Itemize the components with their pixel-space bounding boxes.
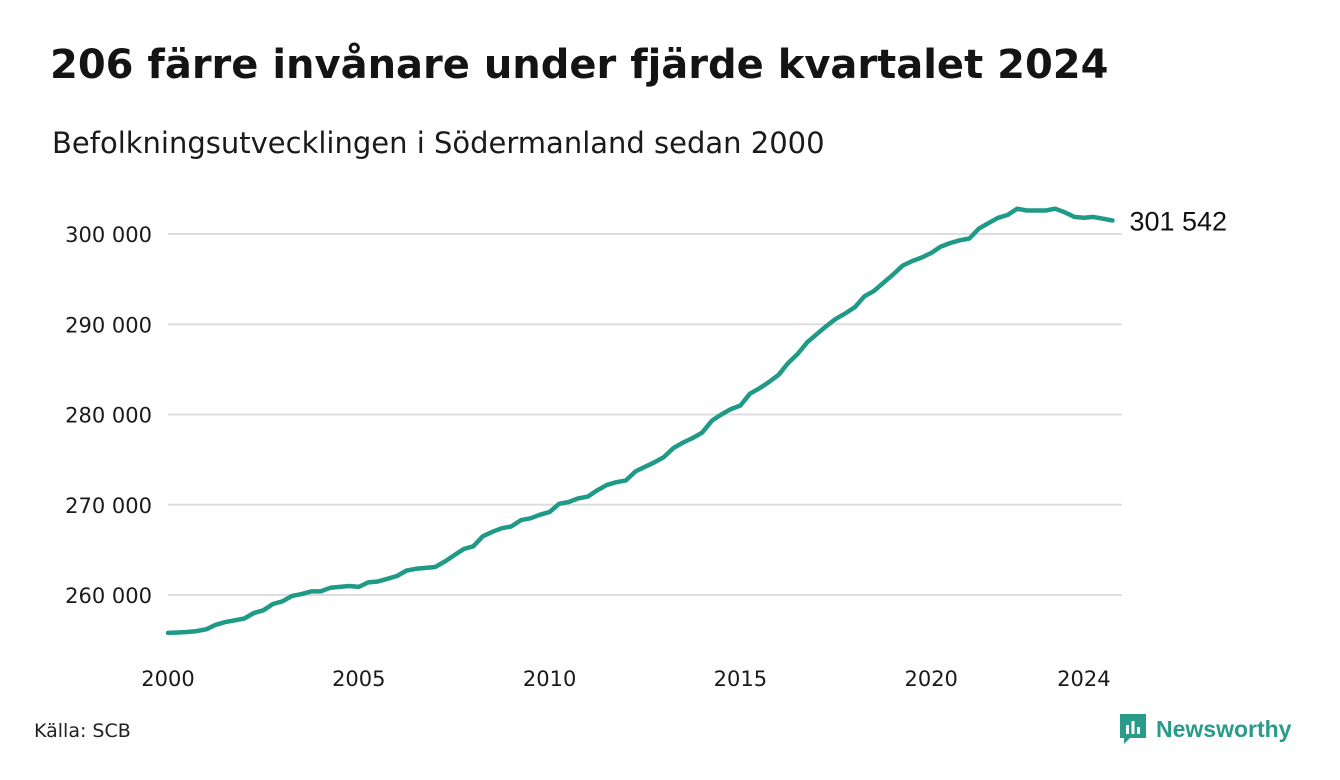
y-tick-label: 270 000 [65, 494, 152, 518]
x-tick-label: 2010 [523, 667, 576, 691]
x-tick-label: 2024 [1057, 667, 1110, 691]
source-label: Källa: SCB [34, 720, 131, 742]
y-tick-label: 280 000 [65, 404, 152, 428]
y-tick-label: 260 000 [65, 584, 152, 608]
y-axis-tick-labels: 260 000 270 000 280 000 290 000 300 000 [65, 223, 152, 608]
end-value-label: 301 542 [1129, 206, 1227, 236]
x-tick-label: 2020 [904, 667, 957, 691]
x-tick-label: 2000 [141, 667, 194, 691]
chart-subtitle: Befolkningsutvecklingen i Södermanland s… [52, 126, 825, 160]
brand-logo: Newsworthy [1118, 712, 1291, 746]
x-axis-tick-labels: 2000 2005 2010 2015 2020 2024 [141, 667, 1110, 691]
chart-title: 206 färre invånare under fjärde kvartale… [50, 42, 1109, 88]
brand-name: Newsworthy [1156, 715, 1292, 742]
y-tick-label: 300 000 [65, 223, 152, 247]
population-line [165, 206, 1115, 636]
grid-lines [168, 233, 1122, 596]
x-tick-label: 2005 [332, 667, 385, 691]
y-tick-label: 290 000 [65, 313, 152, 337]
newsworthy-logo-icon [1120, 714, 1146, 744]
x-tick-label: 2015 [714, 667, 767, 691]
